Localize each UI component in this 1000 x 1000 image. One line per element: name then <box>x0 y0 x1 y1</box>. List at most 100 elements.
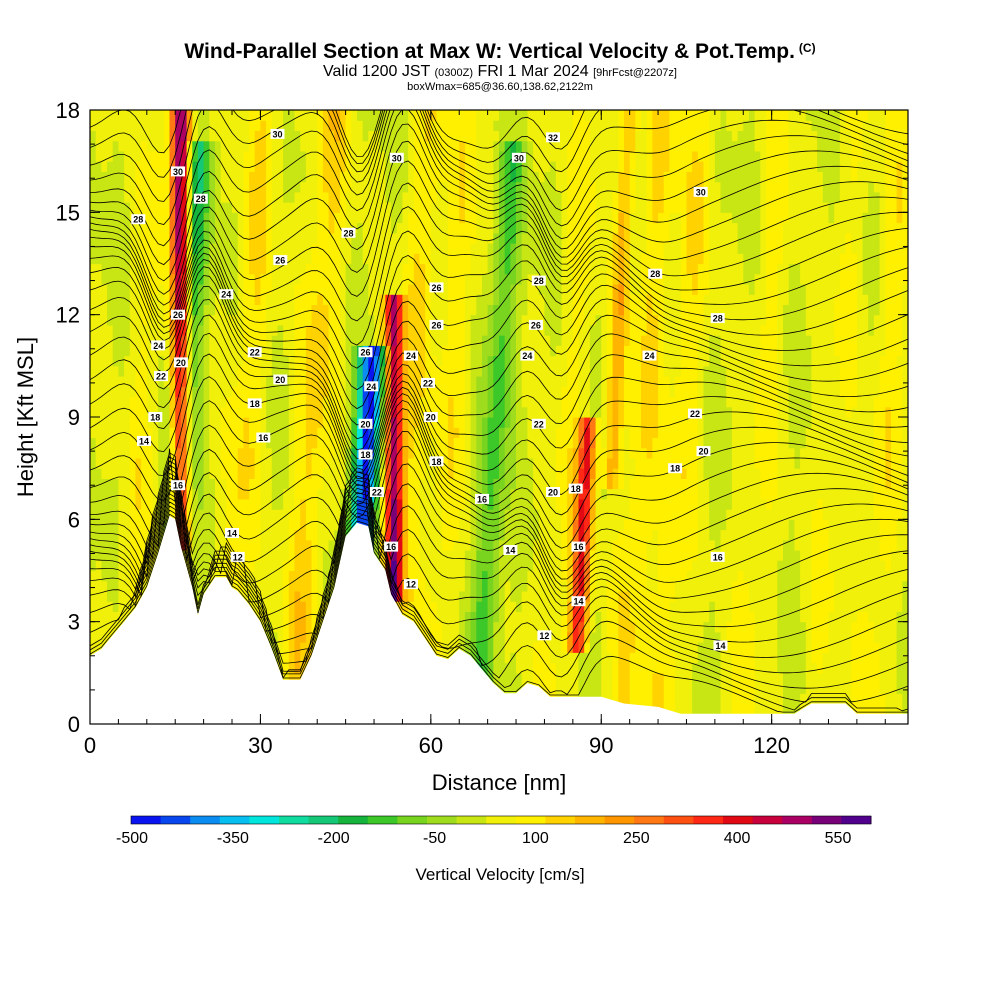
velocity-cell <box>152 468 159 479</box>
velocity-cell <box>459 488 466 500</box>
velocity-cell <box>305 314 313 326</box>
velocity-cell <box>271 437 279 449</box>
velocity-cell <box>260 191 267 203</box>
velocity-cell <box>305 232 313 244</box>
velocity-cell <box>482 437 489 449</box>
velocity-cell <box>345 324 352 336</box>
velocity-cell <box>271 468 279 479</box>
velocity-cell <box>527 662 534 674</box>
velocity-cell <box>339 335 347 346</box>
velocity-cell <box>396 376 404 387</box>
velocity-cell <box>226 396 233 408</box>
velocity-cell <box>186 396 193 408</box>
velocity-cell <box>533 304 540 316</box>
velocity-cell <box>101 560 108 572</box>
velocity-cell <box>249 386 256 398</box>
velocity-cell <box>220 150 227 162</box>
velocity-cell <box>175 191 182 203</box>
velocity-cell <box>459 427 466 438</box>
velocity-cell <box>317 539 324 551</box>
velocity-cell <box>180 130 188 142</box>
velocity-cell <box>328 345 335 357</box>
velocity-cell <box>538 243 546 254</box>
velocity-cell <box>141 110 148 121</box>
velocity-cell <box>180 222 188 234</box>
velocity-cell <box>305 529 313 541</box>
velocity-cell <box>283 222 290 234</box>
velocity-cell <box>283 120 290 131</box>
velocity-cell <box>152 232 159 244</box>
velocity-cell <box>152 417 159 428</box>
velocity-cell <box>146 294 154 305</box>
velocity-cell <box>90 417 97 428</box>
velocity-cell <box>482 457 489 469</box>
velocity-cell <box>470 130 477 142</box>
velocity-cell <box>499 376 506 387</box>
velocity-cell <box>459 498 466 510</box>
velocity-cell <box>442 550 449 561</box>
velocity-cell <box>453 539 460 551</box>
velocity-cell <box>152 212 159 224</box>
velocity-cell <box>112 386 119 398</box>
velocity-cell <box>237 365 244 377</box>
velocity-cell <box>499 683 506 694</box>
velocity-cell <box>413 539 421 551</box>
velocity-cell <box>118 314 125 326</box>
velocity-cell <box>351 202 358 213</box>
velocity-cell <box>391 324 398 336</box>
velocity-cell <box>357 243 364 254</box>
velocity-cell <box>249 212 256 224</box>
velocity-cell <box>453 222 460 234</box>
velocity-cell <box>430 140 438 152</box>
velocity-cell <box>283 181 290 193</box>
velocity-cell <box>288 161 296 172</box>
velocity-cell <box>95 314 102 326</box>
velocity-cell <box>533 130 540 142</box>
velocity-cell <box>317 437 324 449</box>
velocity-cell <box>197 406 205 418</box>
velocity-cell <box>379 529 386 541</box>
velocity-cell <box>317 447 324 459</box>
velocity-cell <box>203 171 210 183</box>
velocity-cell <box>521 396 528 408</box>
velocity-cell <box>135 509 142 520</box>
velocity-cell <box>482 263 489 275</box>
velocity-cell <box>419 304 426 316</box>
velocity-cell <box>152 150 159 162</box>
velocity-cell <box>442 570 449 582</box>
velocity-cell <box>396 498 404 510</box>
velocity-cell <box>362 355 369 367</box>
velocity-cell <box>260 437 267 449</box>
velocity-cell <box>322 263 330 275</box>
velocity-cell <box>351 498 358 510</box>
velocity-cell <box>197 457 205 469</box>
velocity-cell <box>334 365 341 377</box>
velocity-cell <box>482 284 489 295</box>
velocity-cell <box>203 509 210 520</box>
velocity-cell <box>345 417 352 428</box>
velocity-cell <box>447 642 455 653</box>
velocity-cell <box>504 468 511 479</box>
velocity-cell <box>555 406 563 418</box>
velocity-cell <box>527 642 534 653</box>
velocity-cell <box>425 488 432 500</box>
velocity-cell <box>141 468 148 479</box>
velocity-cell <box>504 417 511 428</box>
velocity-cell <box>351 232 358 244</box>
velocity-cell <box>447 386 455 398</box>
velocity-cell <box>107 437 114 449</box>
velocity-cell <box>533 140 540 152</box>
velocity-cell <box>430 253 438 265</box>
velocity-cell <box>197 570 205 582</box>
velocity-cell <box>510 498 517 510</box>
velocity-cell <box>521 478 528 490</box>
velocity-cell <box>368 161 375 172</box>
velocity-cell <box>527 120 534 131</box>
velocity-cell <box>249 406 256 418</box>
velocity-cell <box>408 498 415 510</box>
velocity-cell <box>419 611 426 623</box>
velocity-cell <box>379 181 386 193</box>
velocity-cell <box>550 529 557 541</box>
velocity-cell <box>470 324 477 336</box>
velocity-cell <box>470 140 477 152</box>
